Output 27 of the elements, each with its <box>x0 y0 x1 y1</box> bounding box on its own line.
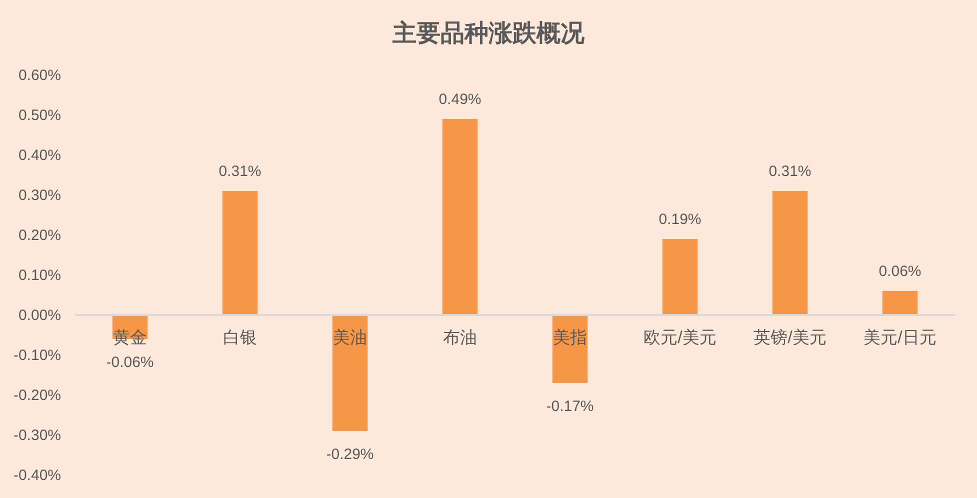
data-label: 0.49% <box>438 91 482 108</box>
y-tick-label: 0.60% <box>18 67 61 84</box>
y-tick-label: -0.40% <box>13 467 61 484</box>
data-label: 0.31% <box>218 163 262 180</box>
y-tick-label: 0.30% <box>18 187 61 204</box>
x-tick-label: 美指 <box>553 328 587 347</box>
data-label: 0.31% <box>768 163 812 180</box>
y-tick-label: -0.20% <box>13 387 61 404</box>
x-tick-label: 欧元/美元 <box>644 328 716 347</box>
data-label: -0.17% <box>546 398 594 415</box>
y-tick-label: -0.10% <box>13 347 61 364</box>
x-tick-label: 英镑/美元 <box>754 328 826 347</box>
chart-title: 主要品种涨跌概况 <box>392 19 586 47</box>
y-tick-label: 0.00% <box>18 307 61 324</box>
y-tick-label: 0.40% <box>18 147 61 164</box>
y-tick-label: 0.50% <box>18 107 61 124</box>
data-label: 0.19% <box>658 211 702 228</box>
data-label: -0.06% <box>106 354 154 371</box>
y-tick-label: 0.20% <box>18 227 61 244</box>
y-tick-label: -0.30% <box>13 427 61 444</box>
x-tick-label: 布油 <box>443 328 477 347</box>
x-tick-label: 美元/日元 <box>864 328 936 347</box>
x-tick-label: 美油 <box>333 328 367 347</box>
x-tick-label: 白银 <box>223 328 257 347</box>
data-label: -0.29% <box>326 446 374 463</box>
y-tick-label: 0.10% <box>18 267 61 284</box>
data-label: 0.06% <box>878 263 922 280</box>
